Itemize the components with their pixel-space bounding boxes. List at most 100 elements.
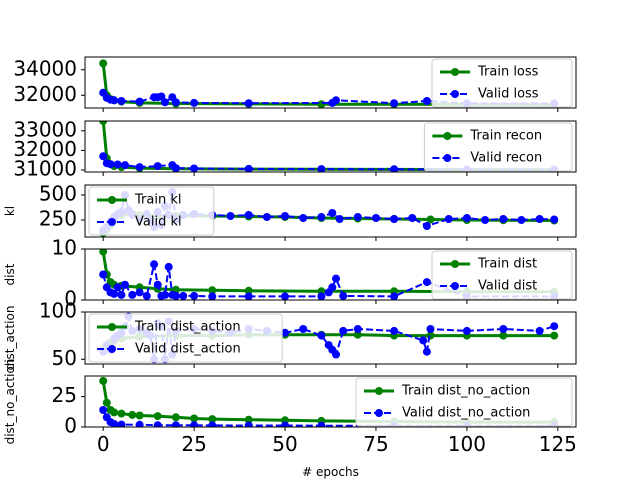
legend: Train kl Valid kl [88,186,215,236]
data-point [462,214,471,222]
data-point [317,165,326,172]
legend-label: Valid dist [478,279,537,294]
data-point [164,262,173,271]
legend-label: Train dist_no_action [401,384,530,399]
data-point [171,164,180,172]
data-point [281,212,289,220]
legend-entry: Train recon [432,129,542,144]
data-point [117,409,126,418]
axes-frame [84,120,577,173]
subplot-6: 0 25 0 25 50 75 100 125 dist_no_action # epochs Tr… [3,359,577,479]
legend-label: Train loss [477,65,539,80]
data-point [244,292,253,300]
legend-box [88,313,283,363]
data-point [422,347,431,356]
data-point [353,325,362,333]
legend: Train loss Valid loss [431,58,573,108]
axes-frame [84,375,577,428]
data-point [499,331,508,340]
y-tick-label: 0 [64,287,77,311]
legend-label: Valid loss [478,87,539,102]
data-point [422,97,431,105]
y-tick-label: 33000 [13,117,77,141]
data-point [332,274,340,283]
y-axis-label: dist [3,263,17,285]
subplot-5: 50 100 dist_action Train dist_action Valid d… [3,299,577,371]
data-point [426,215,435,224]
legend-entry: Train kl [97,193,181,208]
data-point [135,97,144,106]
data-point [328,209,337,217]
data-point [299,325,308,333]
data-point [462,326,471,335]
y-axis-label: kl [3,206,17,216]
legend-marker [443,132,452,140]
data-point [171,98,180,107]
legend-marker [108,323,116,331]
data-point [161,98,169,107]
data-point [190,98,199,107]
data-point [150,260,159,269]
y-tick-label: 34000 [13,56,77,80]
data-point [99,270,108,279]
y-tick-label: 25 [52,383,77,407]
data-point [372,214,380,222]
data-point [135,420,144,427]
data-point [153,421,162,427]
x-tick-label: 0 [97,432,110,456]
data-point [117,420,126,427]
legend-entry: Valid kl [97,215,182,230]
legend-label: Train dist [477,257,537,272]
legend-entry: Train loss [440,65,539,80]
data-point [481,216,490,224]
legend-marker [451,282,459,290]
data-point [113,283,122,292]
data-point [99,249,108,256]
legend-entry: Train dist_action [97,320,241,335]
data-point [99,152,108,161]
data-point [353,330,362,339]
data-point [117,290,126,299]
data-point [422,222,431,230]
legend-marker [375,409,383,417]
data-point [535,215,544,223]
legend-marker [451,90,459,98]
x-tick-label: 25 [181,432,206,456]
data-point [244,211,253,219]
data-point [422,278,431,287]
legend-label: Valid dist_no_action [402,406,530,421]
legend-entry: Valid dist [440,279,537,294]
data-point [262,213,271,221]
data-point [517,216,526,224]
data-point [110,420,119,427]
data-point [390,326,399,335]
legend-entry: Valid dist_no_action [364,406,530,421]
series-line-2 [102,315,555,361]
data-point [244,421,253,427]
data-point [244,99,253,108]
data-point [390,292,399,300]
data-point [153,280,162,289]
data-point [499,325,508,333]
data-point [99,121,108,125]
legend: Train dist_action Valid dist_action [88,313,283,363]
data-point [179,291,188,300]
data-point [390,99,399,108]
legend-marker [375,387,383,395]
legend-entry: Train dist [440,257,537,272]
data-point [190,421,199,427]
data-point [153,412,162,421]
x-tick-label: 50 [272,432,297,456]
legend-marker [108,196,116,204]
y-axis-label: dist_action [3,306,17,371]
data-point [110,289,119,298]
x-axis-label: # epochs [302,465,359,479]
data-point [426,325,435,333]
legend-entry: Train dist_no_action [364,384,530,399]
data-point [226,212,235,220]
legend-marker [451,68,459,76]
data-point [499,215,508,223]
data-point [121,161,129,170]
data-point [299,214,308,222]
